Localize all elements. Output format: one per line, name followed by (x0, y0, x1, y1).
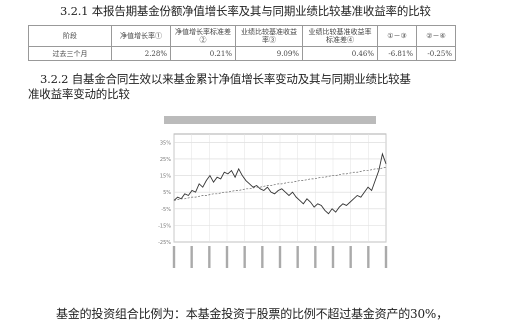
table-cell: 2.28% (111, 46, 171, 61)
table-cell: -6.81% (377, 46, 417, 61)
x-tick-label-blurred (261, 246, 264, 268)
table-cell: 0.21% (170, 46, 236, 61)
x-tick-label-blurred (172, 246, 176, 268)
x-tick-label-blurred (190, 246, 193, 268)
y-tick-label: -5% (161, 207, 171, 213)
x-tick-label-blurred (243, 246, 246, 268)
section-heading-3-2-1: 3.2.1 本报告期基金份额净值增长率及其与同期业绩比较基准收益率的比较 (60, 4, 431, 18)
y-tick-label: 5% (163, 190, 171, 196)
table-header-cell: 净值增长率标准差② (170, 25, 236, 47)
x-tick-label-blurred (225, 246, 229, 268)
y-tick-label: -15% (158, 223, 171, 229)
table-header-cell: ②－④ (416, 25, 456, 47)
footer-text: 基金的投资组合比例为：本基金投资于股票的比例不超过基金资产的30%， (56, 307, 448, 321)
x-tick-label-blurred (314, 246, 317, 268)
x-tick-label-blurred (296, 246, 299, 268)
series-benchmark-line (173, 166, 387, 201)
table-cell: 过去三个月 (28, 46, 112, 61)
table-header-cell: 业绩比较基准收益率标准差④ (302, 25, 378, 47)
table-header-cell: ①－③ (377, 25, 417, 47)
table-cell: 9.09% (235, 46, 303, 61)
y-tick-label: 35% (160, 140, 171, 146)
y-tick-label: 25% (160, 157, 171, 163)
x-tick-label-blurred (367, 246, 370, 268)
chart-title-blurred (164, 116, 376, 124)
x-tick-label-blurred (278, 246, 282, 268)
performance-table: 阶段 净值增长率① 净值增长率标准差② 业绩比较基准收益率③ 业绩比较基准收益率… (28, 25, 456, 61)
table-header-cell: 业绩比较基准收益率③ (235, 25, 303, 47)
nav-growth-chart: 35% 25% 15% 5% -5% -15% -25% (158, 116, 388, 268)
section-heading-3-2-2: 3.2.2 自基金合同生效以来基金累计净值增长率变动及其与同期业绩比较基 (40, 72, 411, 86)
table-header-cell: 阶段 (28, 25, 112, 47)
section-heading-3-2-2-cont: 准收益率变动的比较 (28, 87, 130, 101)
x-tick-label-blurred (208, 246, 211, 268)
x-tick-label-blurred (384, 246, 388, 268)
y-tick-label: -25% (158, 240, 171, 246)
table-header-cell: 净值增长率① (111, 25, 171, 47)
x-tick-label-blurred (349, 246, 352, 268)
x-tick-label-blurred (331, 246, 335, 268)
table-cell: 0.46% (302, 46, 378, 61)
table-cell: -0.25% (416, 46, 456, 61)
series-fund-nav-line (173, 152, 387, 215)
table-row: 过去三个月 2.28% 0.21% 9.09% 0.46% -6.81% -0.… (28, 46, 456, 61)
y-tick-label: 15% (160, 174, 171, 180)
